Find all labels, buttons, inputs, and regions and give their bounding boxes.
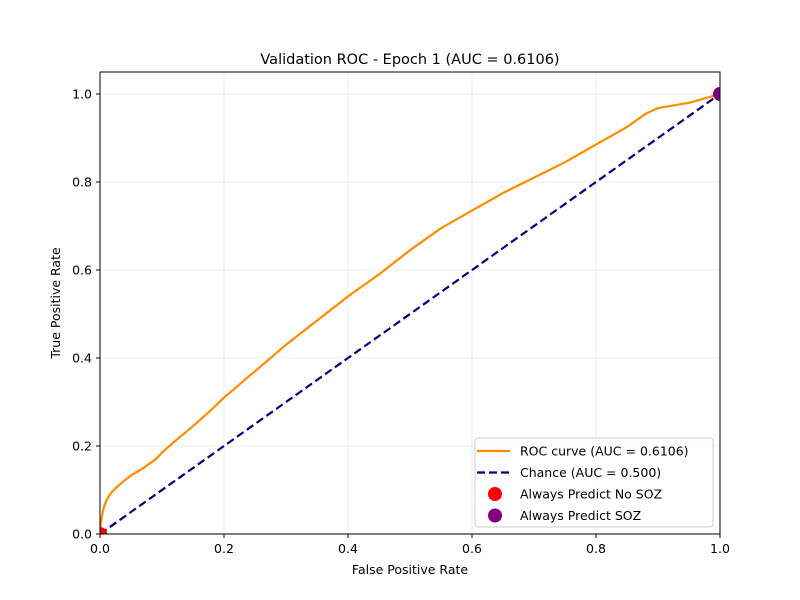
- x-tick-label-0: 0.0: [90, 541, 110, 556]
- data-layer: [100, 87, 720, 534]
- y-tick-label-2: 0.4: [72, 351, 92, 366]
- legend-swatch-3: [488, 508, 502, 523]
- legend-label-0: ROC curve (AUC = 0.6106): [520, 444, 689, 459]
- x-tick-label-4: 0.8: [586, 541, 606, 556]
- legend-box: [474, 437, 714, 528]
- y-axis-label: True Positive Rate: [48, 247, 63, 360]
- x-axis-label: False Positive Rate: [352, 562, 468, 577]
- x-tick-label-2: 0.4: [338, 541, 358, 556]
- roc-curve: [100, 92, 720, 534]
- x-tick-label-1: 0.2: [214, 541, 234, 556]
- legend-label-2: Always Predict No SOZ: [520, 487, 662, 502]
- x-tick-label-5: 1.0: [710, 541, 730, 556]
- axes-frame: [99, 71, 721, 535]
- x-tick-label-3: 0.6: [462, 541, 482, 556]
- y-tick-label-5: 1.0: [72, 87, 92, 102]
- marker-2-0: [100, 527, 107, 534]
- chance-line: [100, 93, 720, 534]
- plot-area: 0.0 0.2 0.4 0.6 0.8 1.0 0.0 0.2 0.4 0.6 0.8 1.0 ROC …: [72, 71, 730, 556]
- chart-title: Validation ROC - Epoch 1 (AUC = 0.6106): [260, 52, 559, 68]
- legend-label-1: Chance (AUC = 0.500): [520, 465, 661, 480]
- y-tick-label-1: 0.2: [72, 439, 92, 454]
- y-tick-label-0: 0.0: [72, 527, 92, 542]
- y-tick-label-4: 0.8: [72, 175, 92, 190]
- legend-label-3: Always Predict SOZ: [520, 508, 641, 523]
- legend: ROC curve (AUC = 0.6106) Chance (AUC = 0.…: [474, 437, 714, 528]
- legend-swatch-2: [488, 487, 502, 501]
- marker-3-0: [713, 87, 720, 101]
- y-tick-label-3: 0.6: [72, 263, 92, 278]
